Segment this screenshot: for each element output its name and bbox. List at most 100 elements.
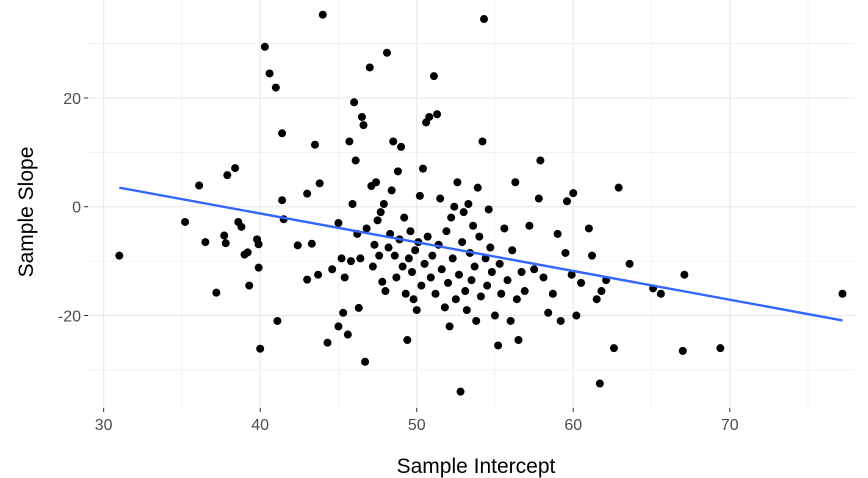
data-point bbox=[223, 171, 232, 180]
data-point bbox=[597, 287, 606, 296]
data-point bbox=[397, 142, 406, 151]
data-point bbox=[490, 311, 499, 320]
data-point bbox=[278, 196, 287, 205]
data-point bbox=[656, 289, 665, 298]
data-point bbox=[337, 254, 346, 263]
data-point bbox=[401, 289, 410, 298]
data-point bbox=[339, 308, 348, 317]
data-point bbox=[392, 273, 401, 282]
data-point bbox=[484, 205, 493, 214]
data-point bbox=[314, 270, 323, 279]
data-point bbox=[376, 208, 385, 217]
data-point bbox=[201, 238, 210, 247]
data-point bbox=[469, 221, 478, 230]
data-point bbox=[412, 306, 421, 315]
data-point bbox=[221, 239, 230, 248]
data-point bbox=[511, 178, 520, 187]
data-point bbox=[393, 167, 402, 176]
data-point bbox=[514, 336, 523, 344]
data-point bbox=[254, 240, 263, 249]
data-point bbox=[577, 278, 586, 287]
y-tick-label: -20 bbox=[58, 309, 81, 326]
data-point bbox=[365, 63, 374, 72]
data-point bbox=[350, 98, 359, 107]
data-point bbox=[431, 289, 440, 298]
data-point bbox=[237, 222, 246, 231]
data-point bbox=[429, 72, 438, 81]
data-point bbox=[115, 251, 124, 260]
data-point bbox=[389, 137, 398, 146]
data-point bbox=[475, 232, 484, 241]
data-point bbox=[390, 251, 399, 260]
minor-grid bbox=[88, 0, 855, 408]
data-point bbox=[409, 295, 418, 304]
data-point bbox=[544, 308, 553, 317]
data-point bbox=[254, 263, 263, 272]
data-point bbox=[520, 287, 529, 296]
data-point bbox=[517, 268, 526, 276]
data-point bbox=[351, 156, 360, 165]
data-point bbox=[323, 338, 332, 347]
data-point bbox=[361, 357, 370, 366]
data-point bbox=[838, 289, 847, 298]
y-tick-label: 20 bbox=[63, 91, 81, 108]
data-point bbox=[212, 288, 221, 297]
data-point bbox=[464, 200, 473, 208]
data-point bbox=[408, 268, 417, 276]
data-point bbox=[406, 227, 415, 236]
data-point bbox=[508, 246, 517, 255]
data-point bbox=[378, 277, 387, 286]
data-point bbox=[418, 164, 427, 173]
data-point bbox=[480, 15, 489, 24]
data-point bbox=[428, 251, 437, 260]
data-point bbox=[472, 316, 481, 325]
data-point bbox=[433, 110, 442, 119]
data-point bbox=[278, 129, 287, 138]
data-point bbox=[506, 316, 515, 325]
major-grid bbox=[88, 0, 855, 408]
data-point bbox=[372, 178, 381, 187]
data-point bbox=[458, 238, 467, 247]
data-point bbox=[478, 137, 487, 146]
data-point bbox=[340, 273, 349, 282]
data-point bbox=[415, 191, 424, 200]
data-point bbox=[561, 248, 570, 257]
data-point bbox=[494, 341, 503, 350]
data-point bbox=[354, 303, 363, 312]
data-point bbox=[716, 344, 725, 353]
data-point bbox=[467, 276, 476, 285]
x-tick-label: 60 bbox=[564, 417, 582, 434]
data-point bbox=[303, 189, 312, 198]
data-point bbox=[400, 213, 409, 222]
data-point bbox=[273, 316, 282, 325]
fit-line bbox=[119, 186, 843, 322]
data-point bbox=[411, 246, 420, 255]
data-point bbox=[500, 224, 509, 233]
data-point bbox=[678, 346, 687, 355]
data-point bbox=[588, 251, 597, 260]
data-point bbox=[243, 248, 252, 257]
data-point bbox=[343, 330, 352, 339]
data-point bbox=[456, 387, 465, 396]
data-point bbox=[483, 281, 492, 290]
x-tick-label: 30 bbox=[95, 417, 113, 434]
data-point bbox=[398, 262, 407, 271]
data-point bbox=[556, 316, 565, 325]
x-axis-ticks: 30 40 50 60 70 bbox=[95, 408, 739, 434]
data-point bbox=[381, 287, 390, 296]
data-point bbox=[459, 208, 468, 217]
y-axis-title: Sample Slope bbox=[15, 147, 38, 278]
data-point bbox=[592, 295, 601, 304]
data-point bbox=[334, 219, 343, 228]
data-point bbox=[572, 311, 581, 320]
data-point bbox=[625, 259, 634, 268]
data-point bbox=[420, 259, 429, 268]
data-point bbox=[470, 262, 479, 271]
data-point bbox=[548, 289, 557, 298]
data-point bbox=[562, 197, 571, 206]
data-point bbox=[487, 268, 496, 276]
data-point bbox=[486, 243, 495, 252]
data-point bbox=[614, 183, 623, 192]
data-point bbox=[451, 295, 460, 304]
